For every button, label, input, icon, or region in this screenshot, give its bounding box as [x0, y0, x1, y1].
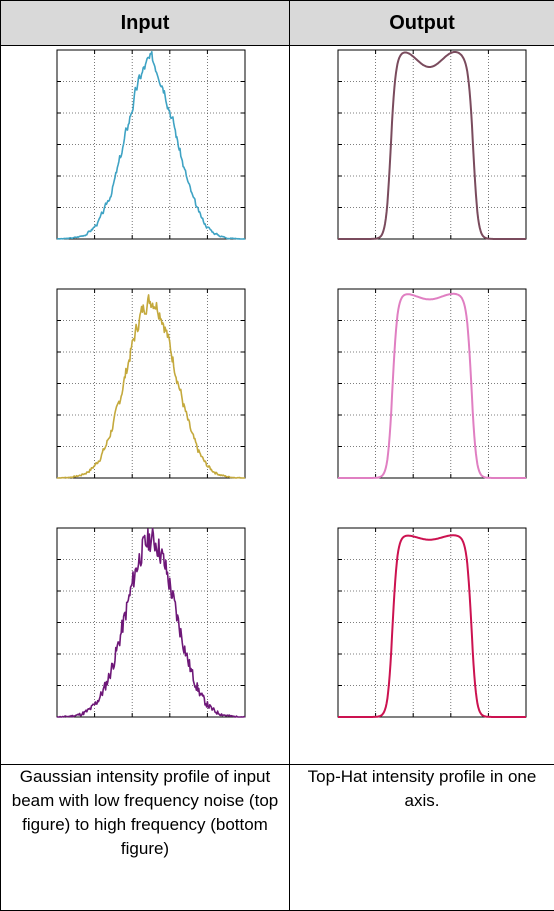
input-caption: Gaussian intensity profile of input beam…	[11, 767, 279, 858]
input-column	[0, 45, 290, 765]
input-plot-3	[56, 527, 246, 718]
output-caption: Top-Hat intensity profile in one axis.	[307, 767, 537, 810]
series-line	[337, 534, 527, 718]
output-header: Output	[289, 0, 554, 46]
input-header: Input	[0, 0, 290, 46]
series-line	[56, 51, 246, 240]
output-column	[289, 45, 554, 765]
series-line	[337, 51, 527, 240]
input-plot-2	[56, 288, 246, 479]
input-plot-1	[56, 49, 246, 240]
series-line	[337, 292, 527, 479]
output-plot-1	[337, 49, 527, 240]
input-caption-cell: Gaussian intensity profile of input beam…	[0, 764, 290, 911]
output-plot-3	[337, 527, 527, 718]
output-plot-2	[337, 288, 527, 479]
series-line	[56, 294, 246, 479]
output-caption-cell: Top-Hat intensity profile in one axis.	[289, 764, 554, 911]
series-line	[56, 527, 246, 718]
